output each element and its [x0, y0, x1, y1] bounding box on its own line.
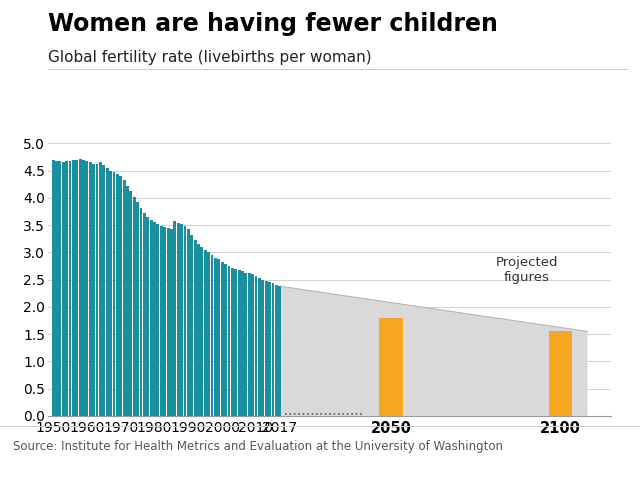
Bar: [52, 160, 54, 416]
Bar: [62, 162, 65, 416]
Bar: [82, 160, 85, 416]
Bar: [241, 272, 244, 416]
Bar: [157, 224, 159, 416]
Bar: [109, 171, 112, 416]
Bar: [275, 285, 278, 416]
Text: Global fertility rate (livebirths per woman): Global fertility rate (livebirths per wo…: [48, 50, 372, 65]
Bar: [79, 159, 81, 416]
Bar: [177, 223, 180, 416]
Bar: [207, 252, 210, 416]
Bar: [268, 282, 271, 416]
Bar: [92, 163, 95, 416]
Polygon shape: [280, 286, 588, 416]
Text: Source: Institute for Health Metrics and Evaluation at the University of Washing: Source: Institute for Health Metrics and…: [13, 440, 503, 454]
Bar: [170, 229, 173, 416]
Bar: [153, 222, 156, 416]
Bar: [221, 262, 223, 416]
Bar: [68, 161, 72, 416]
Bar: [133, 197, 136, 416]
Bar: [166, 228, 170, 416]
Bar: [140, 208, 143, 416]
Text: B: B: [548, 445, 557, 458]
Bar: [248, 273, 251, 416]
Bar: [102, 165, 105, 416]
Bar: [163, 228, 166, 416]
Bar: [126, 186, 129, 416]
Bar: [244, 272, 247, 416]
Bar: [143, 213, 146, 416]
Bar: [255, 276, 257, 416]
Text: C: C: [602, 445, 611, 458]
Bar: [237, 270, 241, 416]
Text: Women are having fewer children: Women are having fewer children: [48, 12, 498, 36]
Bar: [228, 266, 230, 416]
Bar: [194, 240, 196, 416]
Bar: [160, 226, 163, 416]
Text: Projected
figures: Projected figures: [495, 256, 558, 284]
Bar: [190, 235, 193, 416]
Bar: [95, 164, 99, 416]
Bar: [261, 280, 264, 416]
Bar: [173, 221, 176, 416]
Bar: [136, 202, 139, 416]
Bar: [200, 247, 204, 416]
Bar: [147, 217, 149, 416]
Bar: [184, 226, 186, 416]
Bar: [72, 160, 75, 416]
Bar: [123, 181, 125, 416]
Bar: [150, 220, 152, 416]
Bar: [76, 160, 78, 416]
Bar: [214, 258, 217, 416]
Bar: [252, 274, 254, 416]
Bar: [278, 286, 281, 416]
Bar: [187, 229, 190, 416]
Bar: [197, 244, 200, 416]
Bar: [129, 191, 132, 416]
Text: B: B: [575, 445, 584, 458]
Bar: [116, 174, 119, 416]
Bar: [119, 176, 122, 416]
Bar: [89, 163, 92, 416]
Bar: [99, 163, 102, 416]
Bar: [55, 161, 58, 416]
Bar: [204, 250, 207, 416]
Bar: [258, 278, 261, 416]
Bar: [548, 331, 572, 416]
Bar: [86, 161, 88, 416]
Bar: [234, 269, 237, 416]
Bar: [271, 283, 275, 416]
Bar: [380, 318, 403, 416]
Bar: [180, 224, 183, 416]
Bar: [211, 255, 214, 416]
Bar: [58, 162, 61, 416]
Bar: [65, 162, 68, 416]
Bar: [113, 172, 115, 416]
Bar: [265, 281, 268, 416]
Bar: [231, 268, 234, 416]
Bar: [224, 264, 227, 416]
Bar: [218, 260, 220, 416]
Bar: [106, 168, 109, 416]
